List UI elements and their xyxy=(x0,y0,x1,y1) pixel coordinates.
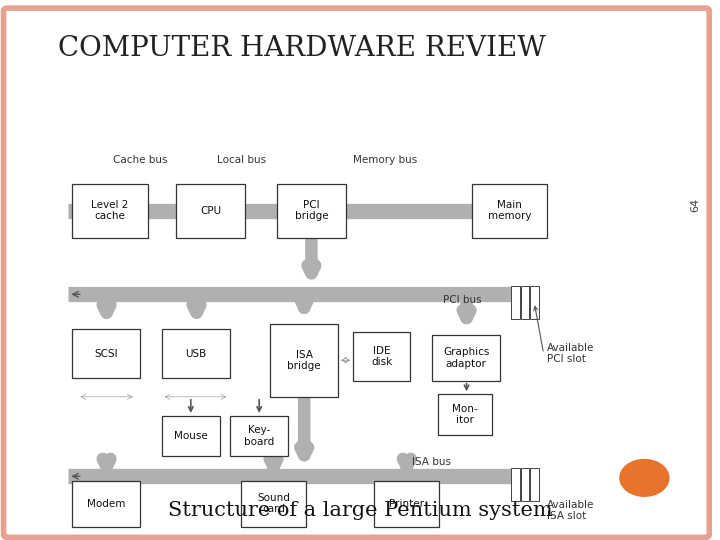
Text: Local bus: Local bus xyxy=(217,154,266,165)
Text: Available
PCI slot: Available PCI slot xyxy=(547,343,595,364)
Text: 64: 64 xyxy=(690,198,700,212)
Bar xyxy=(72,329,140,378)
Bar xyxy=(432,335,500,381)
Text: Graphics
adaptor: Graphics adaptor xyxy=(443,347,490,369)
Text: Cache bus: Cache bus xyxy=(113,154,168,165)
Bar xyxy=(230,416,288,456)
Bar xyxy=(521,468,529,501)
Text: Memory bus: Memory bus xyxy=(353,154,418,165)
Text: Key-
board: Key- board xyxy=(244,426,274,447)
Bar xyxy=(353,332,410,381)
Text: IDE
disk: IDE disk xyxy=(371,346,392,367)
Text: SCSI: SCSI xyxy=(94,349,118,359)
Bar xyxy=(521,286,529,319)
Text: ISA bus: ISA bus xyxy=(412,457,451,467)
Text: Sound
card: Sound card xyxy=(257,492,290,514)
Text: Modem: Modem xyxy=(87,498,125,509)
Bar xyxy=(72,481,140,526)
Text: Mon-
itor: Mon- itor xyxy=(452,403,477,426)
Text: Level 2
cache: Level 2 cache xyxy=(91,200,128,221)
Bar xyxy=(162,416,220,456)
FancyBboxPatch shape xyxy=(4,8,709,537)
Text: Printer: Printer xyxy=(390,498,424,509)
Circle shape xyxy=(620,460,669,496)
Text: ISA
bridge: ISA bridge xyxy=(287,350,321,372)
Text: Structure of a large Pentium system: Structure of a large Pentium system xyxy=(168,501,552,520)
Text: Mouse: Mouse xyxy=(174,431,207,441)
Bar xyxy=(511,286,520,319)
Bar xyxy=(438,394,492,435)
Bar xyxy=(511,468,520,501)
Bar xyxy=(277,184,346,238)
Bar xyxy=(472,184,547,238)
Bar xyxy=(72,184,148,238)
Text: PCI
bridge: PCI bridge xyxy=(294,200,328,221)
Bar xyxy=(374,481,439,526)
Text: PCI bus: PCI bus xyxy=(443,295,482,305)
Text: Main
memory: Main memory xyxy=(487,200,531,221)
Bar xyxy=(241,481,306,526)
Bar xyxy=(176,184,245,238)
Text: Available
ISA slot: Available ISA slot xyxy=(547,500,595,521)
Text: CPU: CPU xyxy=(200,206,221,215)
Text: USB: USB xyxy=(186,349,207,359)
Text: COMPUTER HARDWARE REVIEW: COMPUTER HARDWARE REVIEW xyxy=(58,35,546,62)
Bar xyxy=(530,286,539,319)
Bar xyxy=(270,324,338,397)
Bar xyxy=(530,468,539,501)
Bar xyxy=(162,329,230,378)
